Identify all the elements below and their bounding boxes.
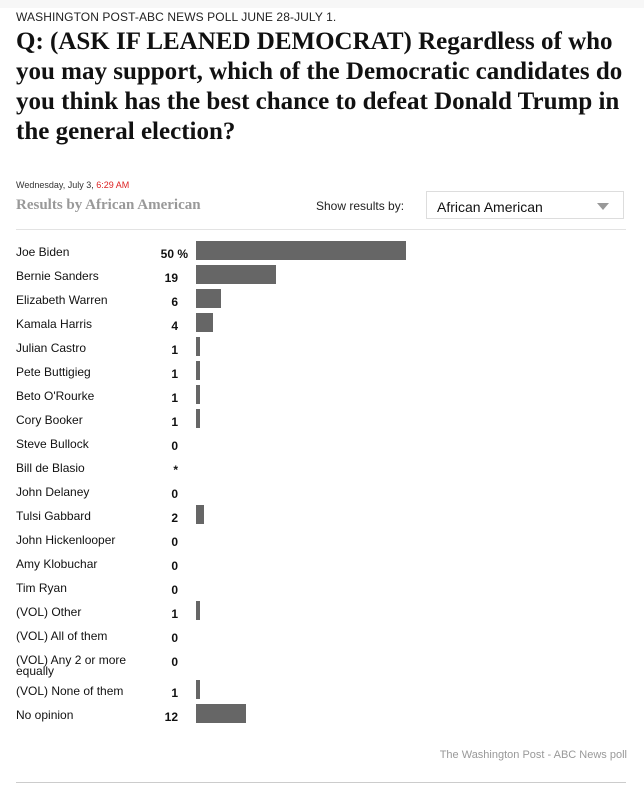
- bar: [196, 265, 276, 284]
- chart-row: Bernie Sanders 19: [0, 265, 644, 289]
- poll-kicker: WASHINGTON POST-ABC NEWS POLL JUNE 28-JU…: [16, 10, 337, 24]
- chart-row: (VOL) All of them 0: [0, 625, 644, 649]
- category-label: (VOL) Any 2 or more equally: [16, 653, 127, 678]
- results-filter-select[interactable]: African American: [426, 191, 624, 219]
- chart-row: Beto O'Rourke 1: [0, 385, 644, 409]
- chart-row: (VOL) None of them 1: [0, 680, 644, 704]
- category-label: Steve Bullock: [16, 437, 89, 451]
- category-label: (VOL) None of them: [16, 684, 124, 698]
- bar: [196, 601, 200, 620]
- top-strip: [0, 0, 644, 8]
- value-label: 0: [171, 487, 178, 501]
- value-label: 0: [171, 583, 178, 597]
- bar: [196, 313, 213, 332]
- category-label: John Delaney: [16, 485, 90, 499]
- chart-row: Pete Buttigieg 1: [0, 361, 644, 385]
- value-label: 0: [171, 631, 178, 645]
- chart-row: Kamala Harris 4: [0, 313, 644, 337]
- bar: [196, 409, 200, 428]
- value-label: 12: [164, 710, 178, 724]
- dateline: Wednesday, July 3, 6:29 AM: [16, 180, 129, 190]
- category-label: No opinion: [16, 708, 74, 722]
- value-label: 6: [171, 295, 178, 309]
- chart-row: Elizabeth Warren 6: [0, 289, 644, 313]
- value-label: *: [173, 463, 178, 477]
- value-label: 4: [171, 319, 178, 333]
- bar: [196, 505, 204, 524]
- value-label: 0: [171, 655, 178, 669]
- value-label: 0: [171, 439, 178, 453]
- category-label: (VOL) All of them: [16, 629, 108, 643]
- category-label: Bernie Sanders: [16, 269, 99, 283]
- chart-row: Joe Biden 50 %: [0, 241, 644, 265]
- poll-question: Q: (ASK IF LEANED DEMOCRAT) Regardless o…: [16, 28, 623, 145]
- header-divider: [16, 229, 626, 230]
- value-label: 1: [171, 415, 178, 429]
- value-label: 1: [171, 391, 178, 405]
- chart-row: (VOL) Any 2 or more equally 0: [0, 649, 644, 677]
- chart-row: Tulsi Gabbard 2: [0, 505, 644, 529]
- value-label: 1: [171, 607, 178, 621]
- bar: [196, 385, 200, 404]
- value-label: 1: [171, 686, 178, 700]
- chart-row: (VOL) Other 1: [0, 601, 644, 625]
- value-label: 1: [171, 367, 178, 381]
- category-label: Cory Booker: [16, 413, 83, 427]
- bar: [196, 704, 246, 723]
- category-label: Pete Buttigieg: [16, 365, 91, 379]
- value-label: 0: [171, 535, 178, 549]
- results-title: Results by African American: [16, 197, 201, 213]
- date-text: Wednesday, July 3,: [16, 180, 94, 190]
- category-label: Beto O'Rourke: [16, 389, 95, 403]
- bar: [196, 241, 406, 260]
- value-label: 2: [171, 511, 178, 525]
- chart-row: Julian Castro 1: [0, 337, 644, 361]
- value-label: 19: [164, 271, 178, 285]
- source-credit: The Washington Post - ABC News poll: [439, 749, 627, 761]
- category-label: Julian Castro: [16, 341, 87, 355]
- category-label: Tim Ryan: [16, 581, 67, 595]
- results-filter-value: African American: [437, 199, 543, 215]
- value-label: 1: [171, 343, 178, 357]
- category-label: Bill de Blasio: [16, 461, 85, 475]
- bar: [196, 361, 200, 380]
- bar: [196, 680, 200, 699]
- chart-row: No opinion 12: [0, 704, 644, 728]
- time-text: 6:29 AM: [96, 180, 130, 190]
- bar: [196, 337, 200, 356]
- category-label: Tulsi Gabbard: [16, 509, 91, 523]
- bar: [196, 289, 221, 308]
- chart-row: Cory Booker 1: [0, 409, 644, 433]
- chart-row: Tim Ryan 0: [0, 577, 644, 601]
- chart-row: Amy Klobuchar 0: [0, 553, 644, 577]
- chart-row: Steve Bullock 0: [0, 433, 644, 457]
- show-results-label: Show results by:: [316, 199, 405, 213]
- chart-row: John Hickenlooper 0: [0, 529, 644, 553]
- category-label: Joe Biden: [16, 245, 70, 259]
- category-label: Kamala Harris: [16, 317, 93, 331]
- category-label: Amy Klobuchar: [16, 557, 98, 571]
- chevron-down-icon: [597, 203, 609, 210]
- value-label: 50 %: [160, 247, 188, 261]
- category-label: John Hickenlooper: [16, 533, 116, 547]
- chart-row: Bill de Blasio *: [0, 457, 644, 481]
- value-label: 0: [171, 559, 178, 573]
- bottom-divider: [16, 782, 626, 783]
- category-label: Elizabeth Warren: [16, 293, 108, 307]
- category-label: (VOL) Other: [16, 605, 82, 619]
- chart-row: John Delaney 0: [0, 481, 644, 505]
